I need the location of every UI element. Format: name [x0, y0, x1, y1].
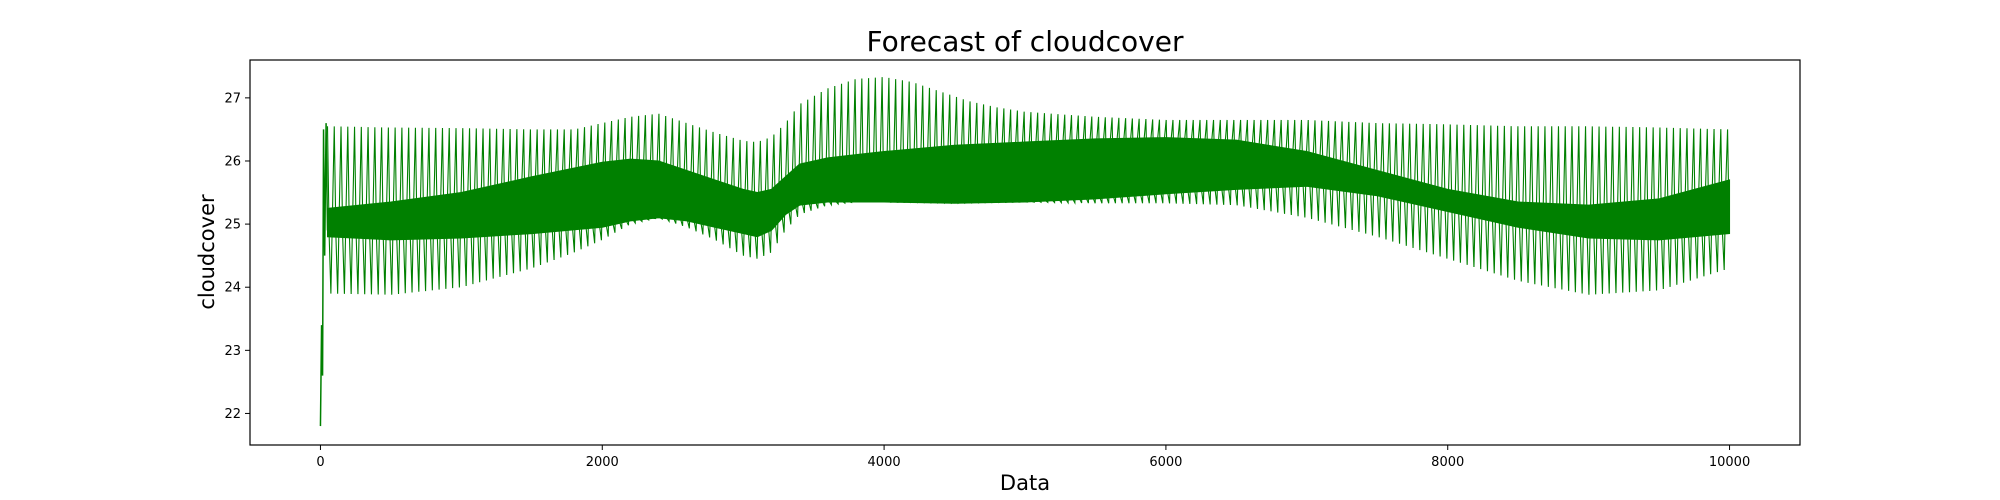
- x-tick-label: 8000: [1431, 455, 1464, 470]
- plot-area: [319, 77, 1731, 427]
- y-axis: 22 23 24 25 26 27: [224, 91, 250, 422]
- x-tick-label: 10000: [1709, 455, 1750, 470]
- x-axis: 0 2000 4000 6000 8000 10000: [316, 445, 1750, 470]
- y-tick-label: 23: [224, 344, 241, 359]
- series-dense-band: [327, 137, 1731, 241]
- y-tick-label: 26: [224, 154, 241, 169]
- plot-frame: [249, 59, 1801, 446]
- y-axis-label: cloudcover: [195, 194, 219, 310]
- x-tick-label: 6000: [1149, 455, 1182, 470]
- x-tick-label: 0: [316, 455, 324, 470]
- x-tick-label: 4000: [868, 455, 901, 470]
- series-line-initial-transient: [319, 123, 329, 427]
- y-tick-label: 27: [224, 91, 241, 106]
- y-tick-label: 25: [224, 218, 241, 233]
- y-tick-label: 24: [224, 281, 241, 296]
- x-tick-label: 2000: [586, 455, 619, 470]
- x-axis-label: Data: [1000, 471, 1050, 495]
- y-tick-label: 22: [224, 407, 241, 422]
- chart-title: Forecast of cloudcover: [867, 25, 1184, 58]
